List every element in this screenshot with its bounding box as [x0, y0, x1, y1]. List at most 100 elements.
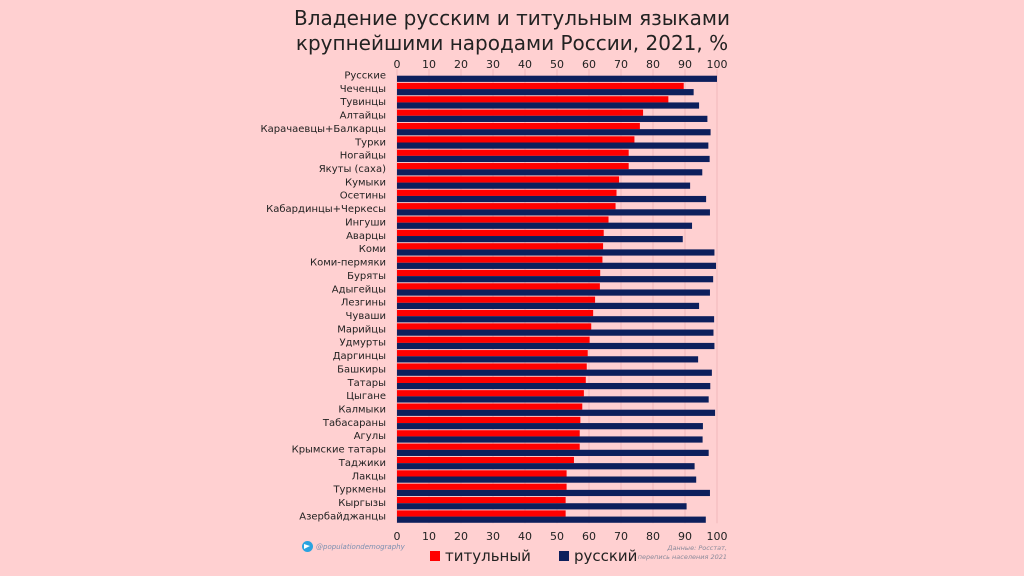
x-tick-bottom: 100 [707, 530, 728, 543]
bar-titular [397, 510, 566, 517]
bar-russian [397, 463, 695, 470]
bar-titular [397, 390, 584, 397]
bar-russian [397, 222, 693, 229]
bar-russian [397, 75, 717, 82]
x-tick-bottom: 80 [646, 530, 660, 543]
category-label: Табасараны [322, 418, 386, 429]
x-tick-top: 50 [550, 58, 564, 71]
x-tick-top: 70 [614, 58, 628, 71]
bar-russian [397, 436, 703, 443]
bar-titular [397, 309, 594, 317]
x-tick-top: 40 [518, 58, 532, 71]
bar-titular [397, 149, 629, 156]
bar-titular [397, 243, 604, 250]
bar-titular [397, 416, 581, 424]
bar-titular [397, 229, 604, 237]
bar-russian [397, 302, 700, 310]
bar-russian [397, 115, 708, 122]
category-label: Агулы [354, 431, 386, 442]
category-label: Кыргызы [338, 498, 386, 509]
bar-russian [397, 182, 691, 189]
credit: @populationdemography [302, 541, 405, 552]
bar-russian [397, 489, 710, 497]
bar-russian [397, 129, 711, 136]
title-line-2: крупнейшими народами России, 2021, % [295, 31, 729, 55]
legend-label-titular: титульный [445, 547, 531, 565]
bar-russian [397, 369, 712, 376]
bar-russian [397, 409, 716, 416]
bar-russian [397, 102, 700, 109]
bar-titular [397, 456, 574, 464]
bar-russian [397, 342, 715, 350]
x-tick-bottom: 10 [422, 530, 436, 543]
category-label: Башкиры [337, 364, 386, 375]
category-label: Русские [344, 71, 386, 82]
category-label: Чеченцы [340, 84, 386, 95]
title-line-1: Владение русским и титульным языками [294, 6, 730, 30]
category-label: Даргинцы [333, 351, 386, 362]
bar-russian [397, 169, 703, 176]
bar-russian [397, 289, 710, 296]
bar-titular [397, 470, 567, 477]
x-tick-top: 60 [582, 58, 596, 71]
category-label: Кабардинцы+Черкесы [266, 204, 386, 215]
category-label: Цыгане [346, 391, 386, 402]
bar-titular [397, 189, 617, 196]
x-tick-top: 20 [454, 58, 468, 71]
bar-titular [397, 269, 601, 277]
category-label: Удмурты [339, 338, 386, 349]
x-tick-top: 0 [394, 58, 401, 71]
category-label: Кумыки [345, 177, 386, 188]
bar-titular [397, 256, 603, 263]
x-tick-top: 10 [422, 58, 436, 71]
bar-titular [397, 296, 596, 303]
category-label: Азербайджанцы [299, 511, 386, 522]
bar-titular [397, 136, 635, 143]
legend-swatch-titular [430, 551, 440, 561]
bar-titular [397, 336, 590, 343]
category-label: Крымские татары [292, 445, 386, 456]
bar-titular [397, 176, 620, 183]
bar-titular [397, 122, 640, 130]
category-label: Тувинцы [339, 97, 386, 108]
category-label: Коми [359, 244, 386, 255]
bar-russian [397, 382, 711, 390]
bar-russian [397, 142, 709, 149]
category-label: Ногайцы [340, 151, 386, 162]
category-label: Алтайцы [340, 111, 386, 122]
x-tick-top: 90 [678, 58, 692, 71]
category-label: Марийцы [337, 324, 386, 335]
credit-text: @populationdemography [316, 542, 405, 551]
bar-titular [397, 483, 567, 490]
bar-titular [397, 443, 580, 450]
legend: титульный русский [430, 547, 637, 565]
bar-titular [397, 363, 587, 370]
source-line-1: Данные: Росстат, [667, 544, 727, 552]
category-label: Турки [354, 137, 386, 148]
legend-label-russian: русский [573, 547, 638, 565]
x-tick-bottom: 60 [582, 530, 596, 543]
category-label: Туркмены [332, 485, 386, 496]
bar-russian [397, 316, 715, 323]
bar-titular [397, 403, 583, 410]
bar-titular [397, 82, 684, 90]
category-label: Адыгейцы [332, 284, 386, 295]
x-tick-top: 100 [707, 58, 728, 71]
bar-titular [397, 96, 669, 103]
bar-russian [397, 423, 703, 430]
category-label: Буряты [347, 271, 386, 282]
bar-russian [397, 89, 694, 96]
x-tick-bottom: 90 [678, 530, 692, 543]
bar-russian [397, 476, 697, 483]
category-label: Аварцы [346, 231, 386, 242]
bar-russian [397, 503, 687, 510]
bar-russian [397, 209, 710, 216]
bar-titular [397, 323, 592, 330]
bar-russian [397, 276, 714, 283]
category-label: Лезгины [341, 298, 386, 309]
bar-russian [397, 396, 709, 403]
bar-titular [397, 163, 629, 170]
bar-russian [397, 516, 706, 523]
bar-russian [397, 356, 699, 363]
